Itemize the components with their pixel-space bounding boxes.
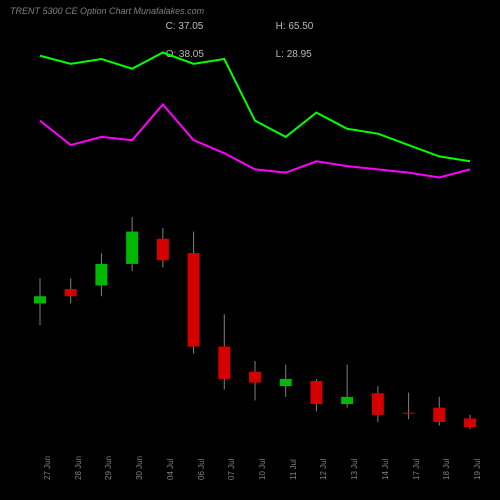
candle-body: [126, 232, 138, 264]
chart-container: { "title_text": "TRENT 5300 CE Option Ch…: [0, 0, 500, 500]
x-axis-label: 14 Jul: [381, 459, 390, 480]
candle-body: [157, 239, 169, 261]
x-axis-label: 13 Jul: [350, 459, 359, 480]
x-axis-label: 06 Jul: [197, 459, 206, 480]
candle-body: [433, 408, 445, 422]
candle-body: [188, 253, 200, 346]
candle-body: [95, 264, 107, 286]
candle-body: [218, 347, 230, 379]
candle-body: [403, 413, 415, 414]
candle-body: [341, 397, 353, 404]
x-axis-label: 07 Jul: [227, 459, 236, 480]
x-axis-label: 04 Jul: [166, 459, 175, 480]
candle-body: [249, 372, 261, 383]
chart-svg: [0, 0, 500, 500]
x-axis-label: 12 Jul: [319, 459, 328, 480]
x-axis-label: 11 Jul: [289, 459, 298, 480]
x-axis-label: 28 Jun: [74, 456, 83, 480]
x-axis-label: 30 Jun: [135, 456, 144, 480]
indicator-line-upper: [40, 53, 470, 162]
x-axis-label: 18 Jul: [442, 459, 451, 480]
candle-body: [65, 289, 77, 296]
x-axis-label: 19 Jul: [473, 459, 482, 480]
candle-body: [372, 393, 384, 415]
x-axis-label: 17 Jul: [412, 459, 421, 480]
x-axis-label: 27 Jun: [43, 456, 52, 480]
x-axis-label: 10 Jul: [258, 459, 267, 480]
candle-body: [464, 418, 476, 427]
candle-body: [34, 296, 46, 303]
candle-body: [280, 379, 292, 386]
x-axis-labels: 27 Jun 28 Jun 29 Jun 30 Jun 04 Jul 06 Jul 07 J…: [0, 452, 500, 482]
x-axis-label: 29 Jun: [104, 456, 113, 480]
indicator-line-lower: [40, 104, 470, 177]
candle-body: [310, 381, 322, 404]
